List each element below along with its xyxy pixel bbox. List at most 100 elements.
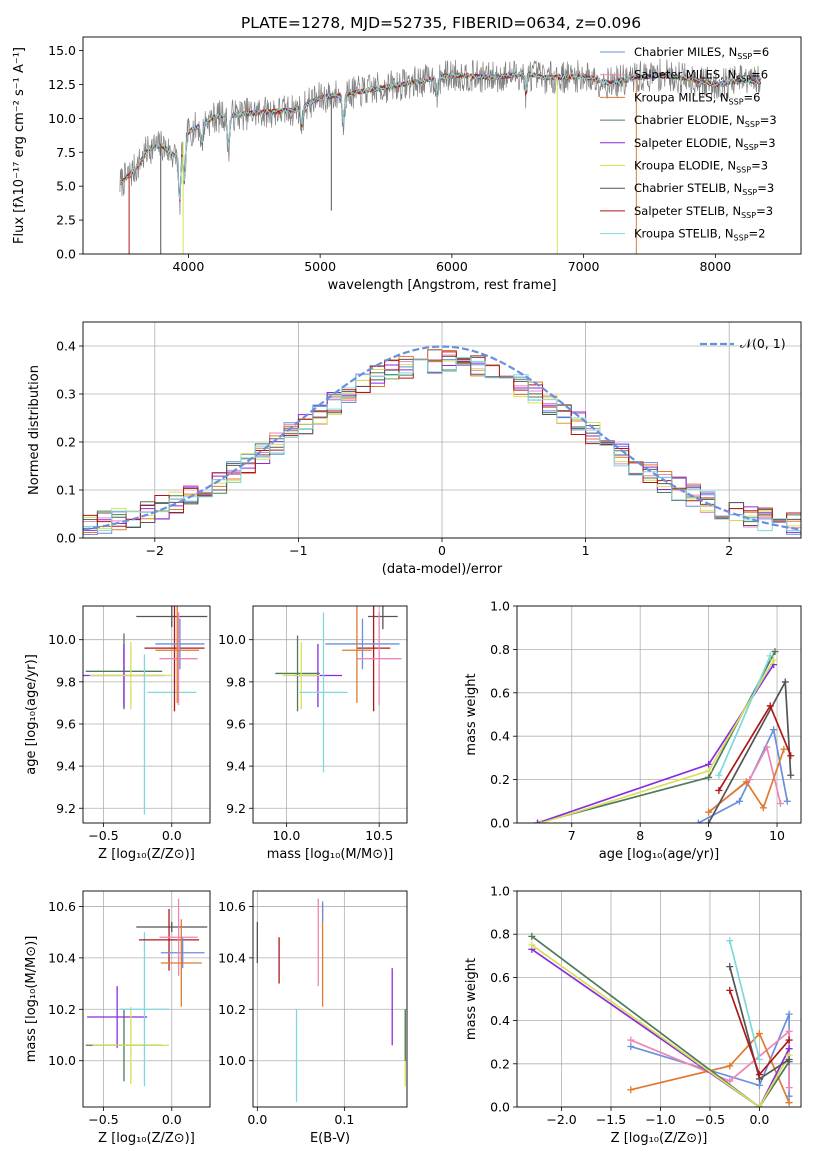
- series-marker-salpeter-miles: [776, 799, 784, 807]
- series-marker-kroupa-elodie: [755, 1103, 763, 1107]
- y-tick-label: 5.0: [56, 179, 76, 194]
- x-tick-label: −2: [146, 543, 164, 558]
- x-tick-label: 10.0: [272, 828, 300, 843]
- y-tick-label: 10.0: [218, 632, 246, 647]
- y-tick-label: 10.0: [48, 632, 76, 647]
- legend-tail: =3: [757, 181, 774, 195]
- series-line-salpeter-elodie: [531, 948, 790, 1107]
- y-tick-label: 1.0: [490, 884, 510, 899]
- y-tick-label: 1.0: [490, 599, 510, 614]
- series-marker-chabrier-miles: [735, 797, 743, 805]
- y-axis-label: mass [log₁₀(M/M⊙)]: [24, 936, 39, 1063]
- y-axis-label: age [log₁₀(age/yr)]: [24, 654, 39, 775]
- x-tick-label: 8: [636, 828, 644, 843]
- legend-text: Kroupa MILES, N: [634, 90, 729, 104]
- series-marker-kroupa-miles: [726, 1062, 734, 1070]
- y-tick-label: 10.2: [48, 1002, 76, 1017]
- x-tick-label: 0.0: [162, 828, 182, 843]
- age_vs_Z-points: [83, 606, 208, 815]
- legend-text: Salpeter ELODIE, N: [634, 136, 744, 150]
- hist-frame: [82, 321, 802, 539]
- x-tick-label: −2.0: [546, 1112, 576, 1127]
- x-axis-label: age [log₁₀(age/yr)]: [599, 847, 720, 862]
- legend-label-kroupa-stelib: Kroupa STELIB, NSSP=2: [634, 227, 765, 243]
- x-tick-label: 5000: [304, 259, 336, 274]
- x-tick-label: 10: [769, 828, 785, 843]
- series-marker-salpeter-miles: [627, 1036, 635, 1044]
- y-tick-label: 9.4: [226, 759, 246, 774]
- x-tick-label: 0.1: [334, 1112, 354, 1127]
- legend-tail: =6: [751, 68, 768, 82]
- x-tick-label: 7000: [568, 259, 600, 274]
- x-tick-label: 0.0: [162, 1112, 182, 1127]
- series-marker-chabrier-miles: [783, 797, 791, 805]
- x-tick-label: 0.0: [247, 1112, 267, 1127]
- weight_vs_Z-axes: −2.0 −1.5 −1.0 −0.5 0.0 0.0 0.2 0.4 0.6 0.8 1.0: [490, 884, 801, 1127]
- mass_vs_EBV-frame: [252, 890, 408, 1108]
- legend-label-salpeter-elodie: Salpeter ELODIE, NSSP=3: [634, 136, 776, 152]
- legend-tail: =3: [760, 113, 777, 127]
- x-tick-label: 0: [438, 543, 446, 558]
- series-marker-salpeter-miles: [726, 1077, 734, 1085]
- x-axis-label: wavelength [Angstrom, rest frame]: [328, 278, 557, 293]
- y-tick-label: 0.4: [490, 729, 510, 744]
- legend-tail: =2: [749, 227, 766, 241]
- y-tick-label: 9.2: [56, 801, 76, 816]
- series-marker-kroupa-stelib: [726, 937, 734, 945]
- y-tick-label: 10.0: [48, 111, 76, 126]
- series-marker-chabrier-stelib: [785, 1055, 793, 1063]
- y-tick-label: 7.5: [56, 145, 76, 160]
- series-marker-chabrier-stelib: [705, 819, 713, 823]
- series-marker-salpeter-stelib: [715, 786, 723, 794]
- y-tick-label: 10.0: [48, 1053, 76, 1068]
- mass_vs_Z-axes: −0.5 0.0 10.0 10.2 10.4 10.6: [48, 891, 210, 1127]
- series-line-kroupa-miles: [708, 748, 785, 813]
- series-marker-kroupa-miles: [785, 1099, 793, 1107]
- y-tick-label: 10.6: [218, 899, 246, 914]
- y-tick-label: 9.8: [56, 674, 76, 689]
- series-marker-salpeter-stelib: [755, 1071, 763, 1079]
- series-marker-kroupa-stelib: [715, 771, 723, 779]
- series-marker-salpeter-miles: [785, 1027, 793, 1035]
- histogram-steps: [83, 345, 801, 538]
- y-tick-label: 0.4: [56, 339, 76, 354]
- gaussian-curve: [83, 345, 801, 531]
- legend-label-kroupa-elodie: Kroupa ELODIE, NSSP=3: [634, 159, 768, 175]
- y-tick-label: 0.8: [490, 927, 510, 942]
- series-marker-kroupa-miles: [759, 804, 767, 812]
- x-tick-label: −0.5: [88, 828, 118, 843]
- series-marker-chabrier-elodie: [528, 932, 536, 940]
- series-marker-kroupa-miles: [755, 1030, 763, 1038]
- weight_vs_age-frame: [516, 605, 802, 824]
- mass_vs_EBV-points: [256, 898, 406, 1102]
- legend-text: Kroupa STELIB, N: [634, 227, 734, 241]
- x-axis-label: mass [log₁₀(M/M⊙)]: [267, 847, 394, 862]
- legend-text: Chabrier ELODIE, N: [634, 113, 745, 127]
- x-tick-label: 2: [725, 543, 733, 558]
- y-tick-label: 10.4: [218, 950, 246, 965]
- legend-tail: =3: [759, 136, 776, 150]
- x-tick-label: −1.5: [596, 1112, 626, 1127]
- y-axis-label: Normed distribution: [27, 365, 42, 495]
- weight_vs_Z-frame: [516, 890, 802, 1108]
- legend-tail: =6: [744, 90, 761, 104]
- series-marker-kroupa-elodie: [705, 767, 713, 775]
- legend-subscript: SSP: [729, 97, 744, 106]
- series-marker-kroupa-elodie: [537, 819, 545, 823]
- legend-text: Kroupa ELODIE, N: [634, 159, 736, 173]
- legend-subscript: SSP: [745, 120, 760, 129]
- series-line-salpeter-elodie: [537, 664, 775, 823]
- series-marker-salpeter-miles: [763, 743, 771, 751]
- weight_vs_age-axes: 7 8 9 10 0.0 0.2 0.4 0.6 0.8 1.0: [490, 599, 801, 843]
- series-marker-chabrier-miles: [770, 726, 778, 734]
- histogram-kroupa-stelib: [83, 357, 801, 532]
- legend-subscript: SSP: [744, 143, 759, 152]
- x-tick-label: 1: [582, 543, 590, 558]
- x-tick-label: −1: [289, 543, 307, 558]
- x-axis-label: Z [log₁₀(Z/Z⊙)]: [98, 1131, 195, 1146]
- legend-subscript: SSP: [741, 211, 756, 220]
- legend-label-salpeter-stelib: Salpeter STELIB, NSSP=3: [634, 204, 773, 220]
- legend-subscript: SSP: [742, 188, 757, 197]
- y-tick-label: 10.4: [48, 950, 76, 965]
